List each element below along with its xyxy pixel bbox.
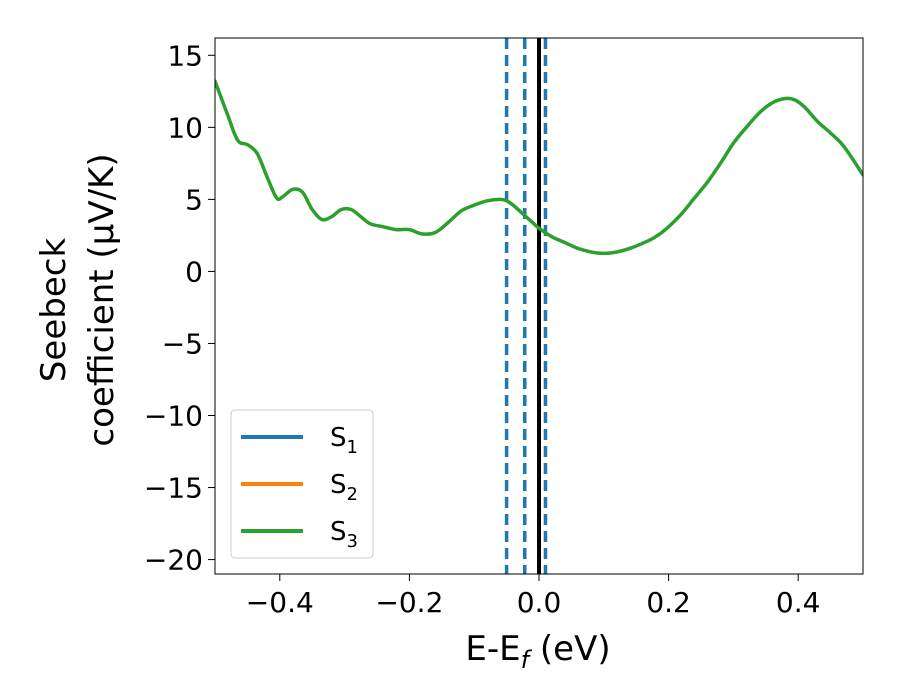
y-axis-label-line1: Seebeck [34,238,74,383]
y-tick-label: 0 [185,255,203,288]
y-axis-ticks: 15 10 5 0 −5 −10 −15 −20 [144,39,215,577]
y-tick-label: 10 [167,111,203,144]
legend-label-s2: S2 [330,470,358,505]
y-tick-label: −10 [144,400,203,433]
x-tick-label: 0.2 [646,586,691,619]
x-tick-label: 0.4 [776,586,821,619]
legend-item-s3: S3 [241,517,358,552]
y-tick-label: 5 [185,183,203,216]
x-axis-ticks: −0.4 −0.2 0.0 0.2 0.4 [246,574,821,619]
x-tick-label: 0.0 [517,586,562,619]
legend-item-s1: S1 [241,423,358,458]
series-lines [215,79,863,256]
vertical-lines [504,38,548,574]
legend: S1 S2 S3 [230,409,374,559]
y-tick-label: −20 [144,544,203,577]
legend-label-s3: S3 [330,517,358,552]
x-axis-label: E-Ef (eV) [465,629,610,674]
legend-label-s1: S1 [330,423,358,458]
y-tick-label: 15 [167,39,203,72]
y-axis-label: Seebeck coefficient (μV/K) [34,153,122,446]
y-axis-label-line2: coefficient (μV/K) [82,153,122,446]
x-tick-label: −0.2 [375,586,443,619]
y-tick-label: −5 [162,327,203,360]
x-tick-label: −0.4 [246,586,314,619]
legend-item-s2: S2 [241,470,358,505]
series-line-s3 [215,79,863,256]
y-tick-label: −15 [144,472,203,505]
